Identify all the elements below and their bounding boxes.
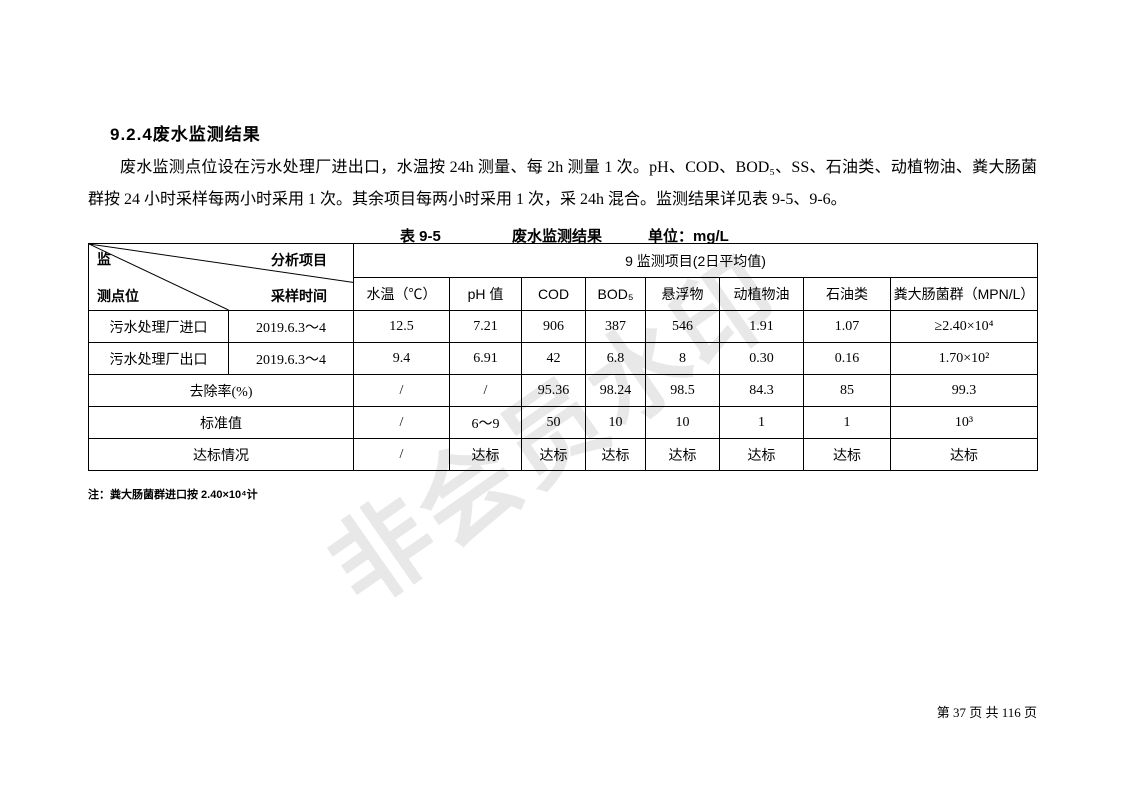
data-cell: 7.21: [449, 310, 522, 343]
table-row: 污水处理厂进口 2019.6.3～4 12.5 7.21 906 387 546 1.91 1.…: [88, 310, 1039, 343]
site-label: 污水处理厂进口: [88, 310, 229, 343]
data-cell: 9.4: [353, 342, 450, 375]
data-cell: 达标: [645, 438, 720, 471]
table-caption-title: 废水监测结果: [512, 228, 603, 245]
data-cell: ≥2.40×10⁴: [889, 310, 1039, 343]
data-cell: 10³: [889, 406, 1039, 439]
page-footer: 第 37 页 共 116 页: [936, 705, 1037, 720]
data-cell: 906: [521, 310, 586, 343]
data-cell: 546: [645, 310, 720, 343]
header-row-group: 监 测点位 分析项目 采样时间 9 监测项目(2日平均值): [88, 243, 1039, 311]
sampling-date: 2019.6.3～4: [228, 342, 354, 375]
data-cell: 1: [719, 406, 804, 439]
corner-analysis-item-label: 分析项目: [271, 252, 327, 268]
table-row: 标准值/6～9 50 10 10 1 1 10³: [88, 406, 1039, 439]
intro-paragraph: 废水监测点位设在污水处理厂进出口，水温按 24h 测量、每 2h 测量 1 次。…: [88, 159, 1037, 208]
data-cell: 6.91: [449, 342, 522, 375]
table-caption-label: 表 9-5: [400, 228, 441, 245]
data-cell: 99.3: [889, 374, 1039, 407]
column-header-2: COD: [521, 277, 586, 311]
column-header-3: BOD₅: [585, 277, 646, 311]
column-header-1: pH 值: [449, 277, 522, 311]
column-header-6: 石油类: [803, 277, 891, 311]
data-cell: 1.07: [803, 310, 891, 343]
column-header-4: 悬浮物: [645, 277, 720, 311]
data-cell: 95.36: [521, 374, 586, 407]
table-caption-unit: 单位：mg/L: [648, 228, 729, 245]
data-cell: 0.16: [803, 342, 891, 375]
data-cell: 85: [803, 374, 891, 407]
corner-site-label-line2: 测点位: [97, 288, 139, 304]
data-cell: /: [353, 374, 450, 407]
group-header: 9 监测项目(2日平均值): [352, 243, 1039, 278]
section-heading: 9.2.4废水监测结果: [110, 125, 261, 144]
data-cell: 达标: [449, 438, 522, 471]
corner-site-label-line1: 监: [97, 251, 111, 267]
data-cell: /: [353, 438, 450, 471]
table-row: 去除率(%) //95.36 98.24 98.5 84.3 85 99.3: [88, 374, 1039, 407]
data-cell: 98.5: [645, 374, 720, 407]
sampling-date: 2019.6.3～4: [228, 310, 354, 343]
data-cell: 1.91: [719, 310, 804, 343]
column-header-0: 水温（℃）: [353, 277, 450, 311]
data-cell: 达标: [803, 438, 891, 471]
data-cell: 50: [521, 406, 586, 439]
table-row: 达标情况 / 达标 达标 达标 达标 达标 达标 达标: [88, 438, 1039, 471]
data-cell: 8: [645, 342, 720, 375]
table-caption: 表 9-5 废水监测结果 单位：mg/L: [88, 225, 1037, 245]
data-cell: 12.5: [353, 310, 450, 343]
corner-sampling-time-label: 采样时间: [271, 288, 327, 304]
column-header-7: 粪大肠菌群（MPN/L）: [889, 277, 1039, 311]
data-cell: 387: [585, 310, 646, 343]
data-cell: /: [353, 406, 450, 439]
data-cell: 达标: [889, 438, 1039, 471]
site-label: 污水处理厂出口: [88, 342, 229, 375]
data-cell: 达标: [719, 438, 804, 471]
corner-diagonal-lines: [89, 244, 353, 310]
data-cell: 10: [645, 406, 720, 439]
data-cell: 达标: [585, 438, 646, 471]
data-cell: 6.8: [585, 342, 646, 375]
data-cell: 1.70×10²: [889, 342, 1039, 375]
data-cell: 1: [803, 406, 891, 439]
data-cell: 42: [521, 342, 586, 375]
data-cell: 98.24: [585, 374, 646, 407]
data-cell: 84.3: [719, 374, 804, 407]
data-cell: 达标: [521, 438, 586, 471]
data-cell: 6～9: [449, 406, 522, 439]
corner-cell: 监 测点位 分析项目 采样时间: [88, 243, 354, 311]
data-cell: 10: [585, 406, 646, 439]
row-label: 标准值: [88, 406, 354, 439]
table-row: 污水处理厂出口 2019.6.3～4 9.4 6.91 42 6.8 8 0.30 0.16 1.…: [88, 342, 1039, 375]
header-row-columns: 水温（℃） pH 值 COD BOD₅ 悬浮物 动植物油 石油类 粪大肠菌群（MPN/L）: [89, 277, 1039, 311]
table-note: 注：粪大肠菌群进口按 2.40×10⁴计: [88, 489, 258, 501]
row-label: 达标情况: [88, 438, 354, 471]
column-header-5: 动植物油: [719, 277, 804, 311]
row-label: 去除率(%): [88, 374, 354, 407]
data-cell: /: [449, 374, 522, 407]
data-cell: 0.30: [719, 342, 804, 375]
